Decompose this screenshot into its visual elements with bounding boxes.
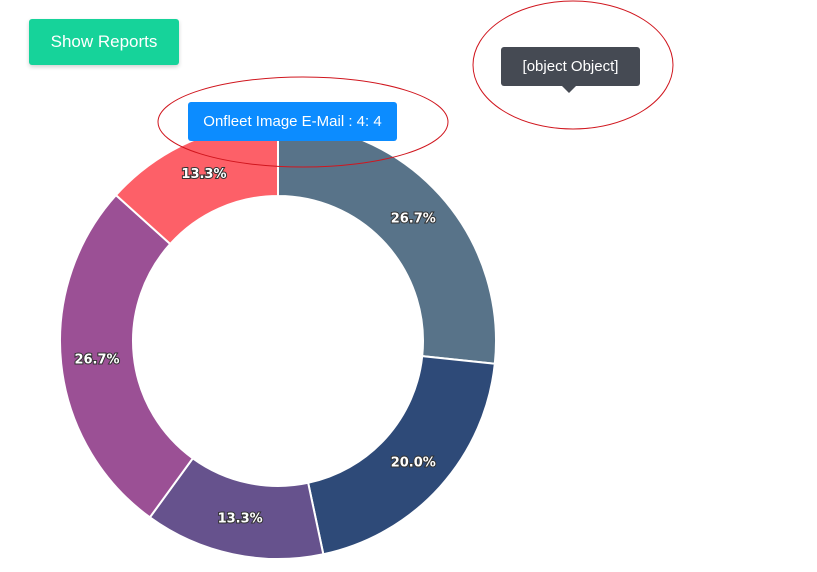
- donut-slice-4[interactable]: [59, 193, 195, 519]
- donut-slice-1[interactable]: [277, 121, 497, 365]
- slice-label-3: 13.3%: [218, 512, 263, 527]
- object-tooltip-arrow: [562, 86, 576, 93]
- slice-label-1: 26.7%: [391, 212, 436, 227]
- slice-label-4: 26.7%: [74, 353, 119, 368]
- show-reports-button[interactable]: Show Reports: [29, 19, 179, 65]
- object-tooltip: [object Object]: [501, 47, 640, 86]
- slice-label-5: 13.3%: [181, 167, 226, 182]
- slice-label-2: 20.0%: [391, 455, 436, 470]
- chart-tooltip: Onfleet Image E-Mail : 4: 4: [188, 102, 397, 141]
